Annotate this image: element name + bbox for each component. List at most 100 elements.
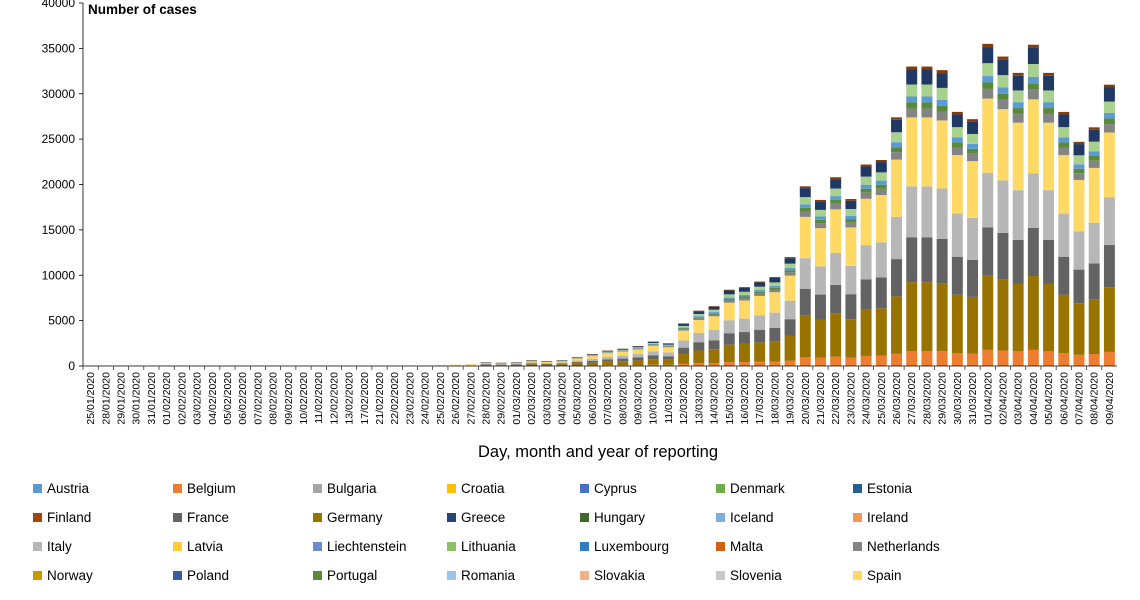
bar-segment-france — [967, 259, 979, 297]
bar-stack-12/03/2020 — [678, 323, 690, 366]
legend-item-slovakia: Slovakia — [580, 568, 646, 583]
legend-swatch — [447, 513, 456, 522]
bar-segment-france — [982, 227, 994, 276]
bar-stack-14/03/2020 — [708, 306, 720, 366]
bar-segment-italy — [571, 360, 583, 363]
bar-segment-spain — [541, 361, 553, 364]
bar-segment-france — [632, 357, 644, 361]
x-tick-label: 12/02/2020 — [328, 372, 340, 425]
bar-segment-belgium — [662, 364, 674, 366]
bar-segment-others — [1088, 127, 1100, 130]
x-tick-label: 13/03/2020 — [693, 372, 705, 425]
legend-swatch — [33, 484, 42, 493]
bar-segment-united-kingdom — [1073, 144, 1085, 156]
bar-segment-portugal — [967, 148, 979, 154]
bar-segment-germany — [526, 364, 538, 366]
bar-segment-spain — [1073, 179, 1085, 232]
bar-segment-spain — [936, 120, 948, 189]
bar-segment-spain — [723, 302, 735, 321]
bar-segment-spain — [1058, 155, 1070, 214]
bar-segment-netherlands — [1088, 160, 1100, 168]
x-tick-label: 02/04/2020 — [997, 372, 1009, 425]
bar-segment-others — [693, 310, 705, 312]
x-tick-label: 12/03/2020 — [678, 372, 690, 425]
x-tick-label: 09/02/2020 — [283, 372, 295, 425]
bar-segment-italy — [602, 356, 614, 360]
bar-segment-germany — [678, 354, 690, 364]
bar-segment-others — [815, 199, 826, 202]
x-tick-label: 18/03/2020 — [769, 372, 781, 425]
bar-segment-austria — [1043, 102, 1055, 109]
x-tick-label: 06/02/2020 — [237, 372, 249, 425]
bar-segment-switzerland — [647, 342, 659, 344]
legend-label: Estonia — [867, 481, 913, 496]
legend-label: Portugal — [327, 568, 377, 583]
bar-segment-spain — [997, 109, 1009, 181]
bar-segment-austria — [723, 297, 735, 299]
bar-segment-portugal — [678, 328, 690, 330]
bar-segment-united-kingdom — [936, 73, 948, 88]
bar-segment-switzerland — [875, 172, 887, 181]
legend-label: Spain — [867, 568, 902, 583]
x-tick-label: 04/02/2020 — [207, 372, 219, 425]
bar-segment-switzerland — [967, 133, 979, 144]
bar-segment-germany — [662, 359, 674, 365]
bar-stack-07/04/2020 — [1073, 141, 1085, 366]
bar-segment-spain — [526, 361, 538, 363]
y-tick-label: 15000 — [42, 223, 76, 237]
bar-segment-italy — [495, 364, 507, 365]
x-tick-label: 31/03/2020 — [967, 372, 979, 425]
legend-swatch — [173, 513, 182, 522]
bar-segment-others — [936, 70, 948, 74]
bar-stack-28/02/2020 — [480, 362, 492, 367]
bar-stack-11/03/2020 — [662, 343, 674, 366]
bar-segment-belgium — [891, 353, 902, 366]
x-tick-label: 08/03/2020 — [617, 372, 629, 425]
bar-segment-switzerland — [997, 75, 1009, 88]
bar-segment-belgium — [997, 350, 1009, 366]
legend-swatch — [716, 484, 725, 493]
bar-segment-italy — [1103, 197, 1115, 246]
bar-segment-portugal — [1058, 142, 1070, 148]
x-tick-label: 09/04/2020 — [1104, 372, 1116, 425]
x-tick-label: 05/04/2020 — [1043, 372, 1055, 425]
bar-stack-08/04/2020 — [1088, 127, 1100, 366]
bar-segment-portugal — [693, 317, 705, 319]
legend-item-greece: Greece — [447, 510, 505, 525]
bar-segment-spain — [875, 195, 887, 243]
x-tick-label: 23/03/2020 — [845, 372, 857, 425]
bar-stack-24/03/2020 — [860, 164, 872, 366]
bar-segment-netherlands — [845, 222, 857, 228]
x-axis: 25/01/2020 28/01/2020 29/01/2020 30/01/2020… — [82, 365, 1117, 425]
bar-segment-switzerland — [754, 286, 766, 291]
x-tick-label: 23/02/2020 — [404, 372, 416, 425]
bar-segment-spain — [1103, 132, 1115, 198]
bar-segment-spain — [1012, 122, 1024, 191]
bar-stack-13/03/2020 — [693, 310, 705, 366]
legend-item-belgium: Belgium — [173, 481, 236, 496]
bar-segment-austria — [860, 184, 872, 189]
bar-segment-austria — [738, 294, 750, 297]
bar-segment-united-kingdom — [586, 354, 598, 355]
bar-segment-united-kingdom — [906, 69, 918, 85]
bar-stack-03/03/2020 — [541, 361, 553, 367]
bar-segment-germany — [906, 282, 918, 352]
bar-stack-08/03/2020 — [617, 348, 629, 366]
legend-item-poland: Poland — [173, 568, 229, 583]
legend-item-denmark: Denmark — [716, 481, 785, 496]
legend-item-austria: Austria — [33, 481, 90, 496]
legend-swatch — [33, 513, 42, 522]
bar-segment-spain — [951, 155, 963, 214]
bar-stack-22/03/2020 — [830, 177, 842, 366]
bar-segment-france — [906, 237, 918, 283]
bar-segment-portugal — [997, 93, 1009, 100]
legend-item-germany: Germany — [313, 510, 383, 525]
bar-segment-spain — [662, 347, 674, 353]
x-tick-label: 06/03/2020 — [587, 372, 599, 425]
bar-segment-france — [662, 356, 674, 360]
bar-segment-france — [891, 259, 902, 297]
bar-segment-germany — [1088, 299, 1100, 355]
bar-segment-portugal — [906, 102, 918, 109]
bar-segment-netherlands — [982, 88, 994, 99]
